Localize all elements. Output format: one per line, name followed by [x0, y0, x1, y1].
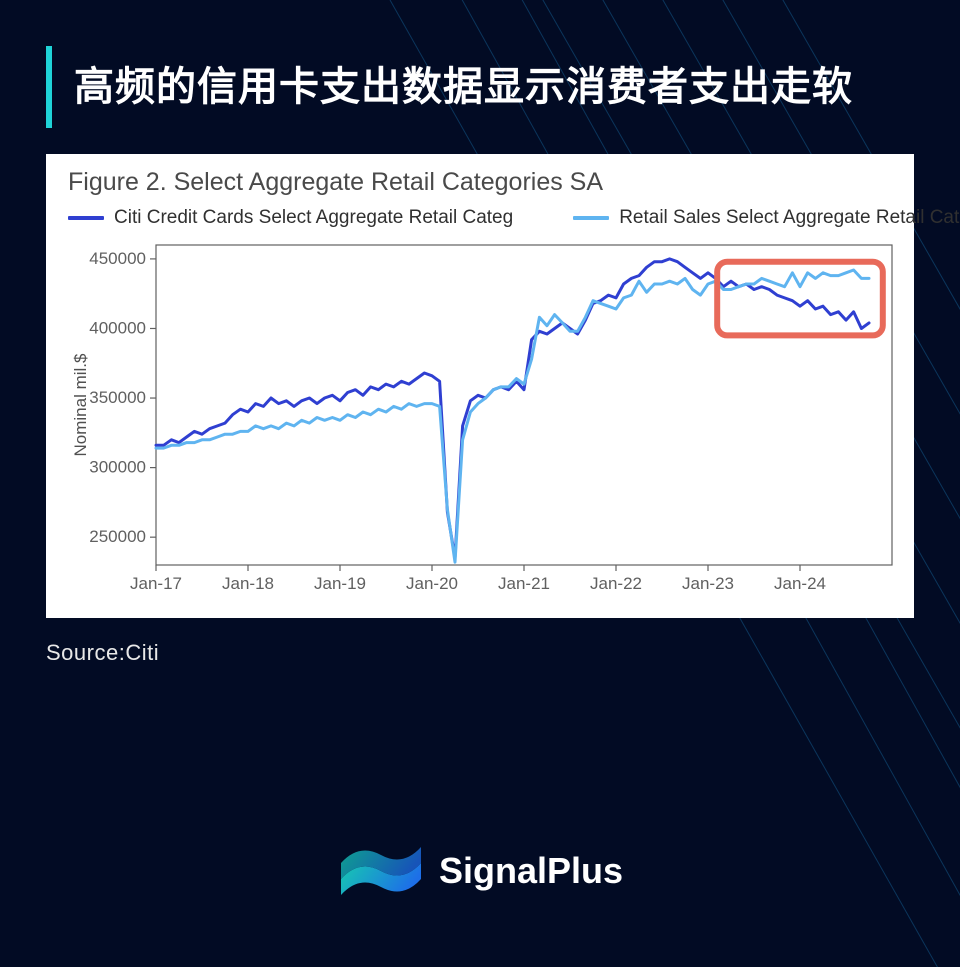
chart-plot: 250000 300000 350000 400000 450000 Jan-17 Jan-…: [64, 235, 908, 610]
svg-text:Jan-23: Jan-23: [682, 574, 734, 593]
chart-title: Figure 2. Select Aggregate Retail Catego…: [68, 168, 908, 197]
svg-text:350000: 350000: [89, 388, 146, 407]
svg-text:450000: 450000: [89, 249, 146, 268]
svg-text:Jan-20: Jan-20: [406, 574, 458, 593]
svg-text:Jan-22: Jan-22: [590, 574, 642, 593]
legend-item-0: Citi Credit Cards Select Aggregate Retai…: [68, 207, 513, 229]
legend-swatch-0: [68, 216, 104, 220]
legend-item-1: Retail Sales Select Aggregate Retail Cat…: [573, 207, 960, 229]
svg-text:Jan-17: Jan-17: [130, 574, 182, 593]
source-label: Source:Citi: [46, 640, 914, 666]
svg-text:Jan-19: Jan-19: [314, 574, 366, 593]
svg-text:Jan-21: Jan-21: [498, 574, 550, 593]
brand-footer: SignalPlus: [0, 845, 960, 897]
chart-card: Figure 2. Select Aggregate Retail Catego…: [46, 154, 914, 618]
legend-label-0: Citi Credit Cards Select Aggregate Retai…: [114, 207, 513, 229]
svg-text:Jan-18: Jan-18: [222, 574, 274, 593]
brand-logo-icon: [337, 845, 425, 897]
svg-text:Nominal mil.$: Nominal mil.$: [71, 353, 90, 457]
svg-text:400000: 400000: [89, 318, 146, 337]
page-title: 高频的信用卡支出数据显示消费者支出走软: [74, 60, 904, 114]
svg-text:Jan-24: Jan-24: [774, 574, 826, 593]
brand-name: SignalPlus: [439, 850, 623, 892]
svg-text:300000: 300000: [89, 458, 146, 477]
chart-svg: 250000 300000 350000 400000 450000 Jan-17 Jan-…: [64, 235, 904, 605]
svg-text:250000: 250000: [89, 527, 146, 546]
legend-label-1: Retail Sales Select Aggregate Retail Cat…: [619, 207, 960, 229]
chart-legend: Citi Credit Cards Select Aggregate Retai…: [68, 207, 908, 229]
page-title-block: 高频的信用卡支出数据显示消费者支出走软: [46, 46, 914, 128]
legend-swatch-1: [573, 216, 609, 220]
